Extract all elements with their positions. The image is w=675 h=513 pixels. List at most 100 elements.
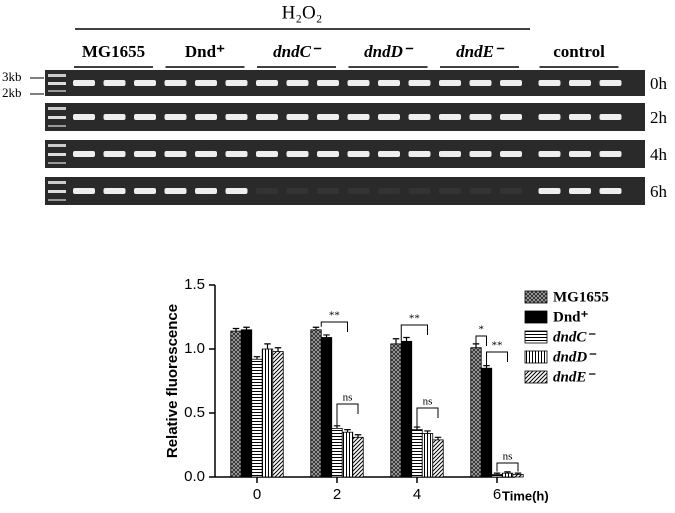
dna-band (469, 80, 492, 86)
row-label: 6h (650, 182, 668, 201)
significance-label: * (479, 324, 485, 336)
marker-label: 3kb (2, 69, 22, 84)
dna-band (408, 151, 431, 157)
dna-band (378, 114, 400, 120)
dna-band (347, 114, 370, 120)
dna-band (599, 188, 622, 194)
x-axis-label: Time(h) (502, 488, 549, 503)
dna-band (469, 151, 492, 157)
legend-swatch (524, 370, 548, 384)
significance-bracket (416, 407, 439, 427)
marker-band (48, 181, 66, 184)
dna-band (256, 151, 278, 157)
group-label: Dnd⁺ (185, 42, 225, 61)
bar (390, 343, 402, 478)
dna-band (347, 80, 370, 86)
row-label: 4h (650, 145, 668, 164)
error-bar (264, 343, 271, 349)
x-tick-label: 0 (253, 486, 261, 503)
dna-band (500, 80, 522, 86)
bar (331, 427, 343, 478)
significance-bracket (486, 351, 508, 366)
dna-band (73, 188, 95, 194)
dna-band (500, 151, 522, 157)
dna-band (469, 114, 492, 120)
y-tick-label: 1.0 (184, 340, 205, 357)
bar (400, 340, 413, 478)
significance-label: ** (492, 340, 503, 352)
row-label: 2h (650, 108, 668, 127)
marker-band (48, 190, 66, 193)
bar (470, 347, 482, 478)
error-bar (354, 434, 362, 438)
dna-band (103, 80, 126, 86)
significance-bracket (475, 335, 487, 346)
error-bar (504, 471, 511, 474)
significance-bracket (320, 321, 348, 332)
dna-band (347, 151, 370, 157)
significance-label: ns (423, 396, 433, 408)
dna-band (225, 151, 248, 157)
bar (310, 329, 322, 478)
significance-label: ** (329, 310, 340, 322)
bar (261, 348, 274, 478)
group-label: control (553, 42, 605, 61)
dna-band (225, 80, 248, 86)
bar (240, 329, 253, 478)
marker-band (48, 90, 66, 92)
group-label: dndC⁻ (273, 42, 322, 61)
y-axis-label: Relative fluorescence (164, 304, 181, 458)
dna-band (408, 114, 431, 120)
dna-band (569, 151, 591, 157)
dna-band (538, 80, 561, 86)
error-bar (413, 426, 421, 430)
marker-band (48, 153, 66, 156)
dna-band (256, 114, 278, 120)
dna-band (73, 114, 95, 120)
marker-band (48, 144, 66, 147)
dna-band (195, 114, 217, 120)
legend-label: Dnd⁺ (553, 309, 589, 325)
legend-swatch (524, 290, 548, 304)
dna-band (538, 188, 561, 194)
error-bar (434, 436, 442, 440)
error-bar (344, 429, 351, 433)
dna-band (378, 151, 400, 157)
significance-bracket (400, 324, 428, 341)
dna-band (195, 151, 217, 157)
significance-label: ** (409, 313, 420, 325)
bar (512, 474, 524, 478)
error-bar (403, 336, 410, 342)
dna-band (256, 188, 278, 194)
legend-label: dndD⁻ (553, 349, 597, 365)
bar (341, 431, 354, 478)
group-label: dndD⁻ (364, 42, 414, 61)
marker-band (48, 116, 66, 119)
y-tick-label: 1.5 (184, 276, 205, 293)
significance-bracket (496, 462, 519, 472)
dna-band (569, 114, 591, 120)
error-bar (312, 326, 320, 330)
dna-band (599, 80, 622, 86)
bar (491, 474, 503, 478)
y-tick-label: 0.5 (184, 404, 205, 421)
dna-band (225, 114, 248, 120)
error-bar (392, 338, 400, 344)
group-label: MG1655 (82, 42, 145, 61)
dna-band (408, 188, 431, 194)
dna-band (134, 80, 156, 86)
dna-band (256, 80, 278, 86)
dna-band (164, 151, 187, 157)
legend-swatch (524, 350, 548, 364)
error-bar (483, 365, 490, 369)
dna-band (569, 188, 591, 194)
dna-band (500, 114, 522, 120)
dna-band (134, 188, 156, 194)
significance-bracket (336, 403, 359, 426)
error-bar (274, 347, 282, 352)
error-bar (493, 472, 501, 475)
legend-label: dndE⁻ (553, 369, 596, 385)
dna-band (103, 114, 126, 120)
